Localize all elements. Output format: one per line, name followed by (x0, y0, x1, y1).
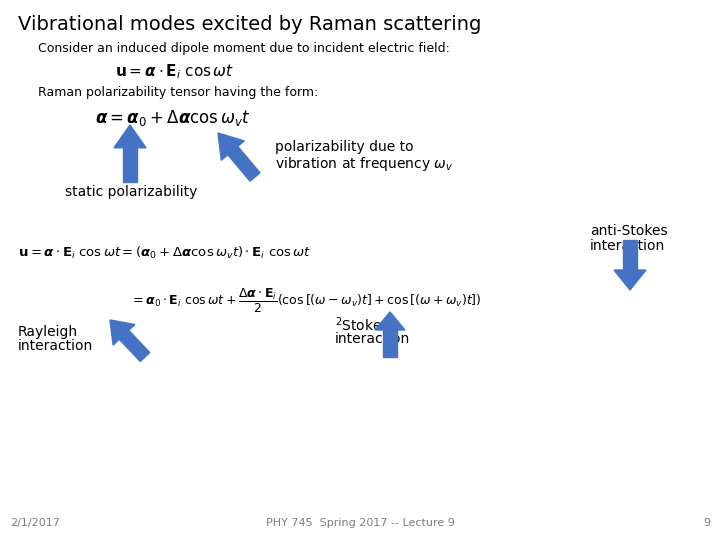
Text: polarizability due to: polarizability due to (275, 140, 413, 154)
Text: interaction: interaction (590, 239, 665, 253)
Text: Consider an induced dipole moment due to incident electric field:: Consider an induced dipole moment due to… (38, 42, 450, 55)
Polygon shape (123, 148, 138, 182)
Text: vibration at frequency $\omega_v$: vibration at frequency $\omega_v$ (275, 155, 453, 173)
Text: $\boldsymbol{\alpha} = \boldsymbol{\alpha}_0 + \Delta\boldsymbol{\alpha}\cos\ome: $\boldsymbol{\alpha} = \boldsymbol{\alph… (95, 108, 251, 128)
Text: anti-Stokes: anti-Stokes (590, 224, 667, 238)
Text: PHY 745  Spring 2017 -- Lecture 9: PHY 745 Spring 2017 -- Lecture 9 (266, 518, 454, 528)
Text: 2/1/2017: 2/1/2017 (10, 518, 60, 528)
Text: $=\boldsymbol{\alpha}_0\cdot\mathbf{E}_i\ \cos\omega t+\dfrac{\Delta\boldsymbol{: $=\boldsymbol{\alpha}_0\cdot\mathbf{E}_i… (130, 287, 482, 315)
Polygon shape (383, 330, 397, 357)
Text: static polarizability: static polarizability (65, 185, 197, 199)
Polygon shape (110, 320, 135, 345)
Polygon shape (114, 125, 146, 148)
Text: Raman polarizability tensor having the form:: Raman polarizability tensor having the f… (38, 86, 318, 99)
Text: 9: 9 (703, 518, 710, 528)
Text: $\mathbf{u}=\boldsymbol{\alpha} \cdot \mathbf{E}_i\ \cos\omega t$: $\mathbf{u}=\boldsymbol{\alpha} \cdot \m… (115, 62, 234, 80)
Polygon shape (120, 330, 150, 361)
Polygon shape (218, 133, 244, 160)
Text: $^2$Stokes: $^2$Stokes (335, 315, 390, 334)
Text: interaction: interaction (18, 339, 94, 353)
Text: Rayleigh: Rayleigh (18, 325, 78, 339)
Polygon shape (623, 240, 637, 270)
Polygon shape (228, 146, 260, 181)
Text: interaction: interaction (335, 332, 410, 346)
Polygon shape (614, 270, 646, 290)
Text: Vibrational modes excited by Raman scattering: Vibrational modes excited by Raman scatt… (18, 15, 482, 34)
Text: $\mathbf{u}=\boldsymbol{\alpha}\cdot\mathbf{E}_i\ \cos\omega t = \left(\boldsymb: $\mathbf{u}=\boldsymbol{\alpha}\cdot\mat… (18, 245, 311, 261)
Polygon shape (375, 312, 405, 330)
